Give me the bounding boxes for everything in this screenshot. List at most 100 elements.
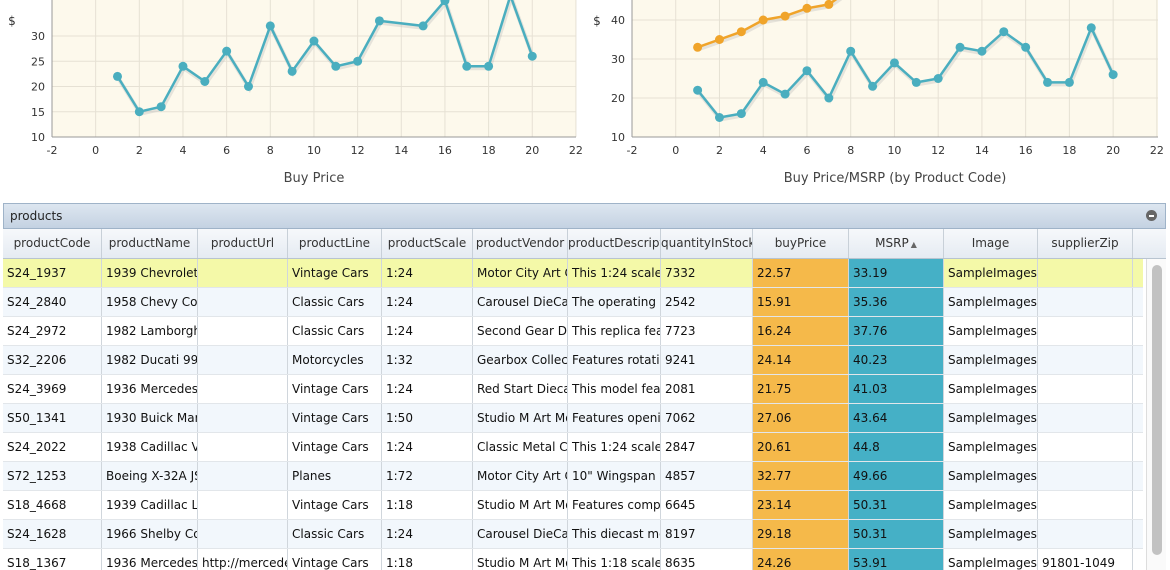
cell-productdescript[interactable]: This diecast mo [568, 520, 661, 548]
cell-producturl[interactable] [198, 346, 288, 374]
cell-productvendor[interactable]: Second Gear Die [473, 317, 568, 345]
cell-supplierzip[interactable] [1038, 259, 1133, 287]
cell-productdescript[interactable]: The operating p [568, 288, 661, 316]
cell-productname[interactable]: 1938 Cadillac V- [102, 433, 198, 461]
cell-producturl[interactable]: http://mercedes [198, 549, 288, 570]
column-header-productdescript[interactable]: productDescript [568, 229, 661, 258]
cell-buyprice[interactable]: 15.91 [753, 288, 849, 316]
cell-productname[interactable]: 1982 Ducati 996 [102, 346, 198, 374]
cell-productscale[interactable]: 1:24 [382, 288, 473, 316]
cell-supplierzip[interactable] [1038, 404, 1133, 432]
cell-productname[interactable]: 1936 Mercedes [102, 375, 198, 403]
cell-productscale[interactable]: 1:24 [382, 433, 473, 461]
cell-supplierzip[interactable] [1038, 346, 1133, 374]
cell-productcode[interactable]: S72_1253 [3, 462, 102, 490]
cell-msrp[interactable]: 49.66 [849, 462, 944, 490]
cell-msrp[interactable]: 33.19 [849, 259, 944, 287]
cell-productname[interactable]: 1936 Mercedes [102, 549, 198, 570]
cell-productvendor[interactable]: Carousel DieCas [473, 520, 568, 548]
table-row[interactable]: S72_1253 Boeing X-32A JS Planes 1:72 Motor C… [3, 462, 1143, 491]
cell-productscale[interactable]: 1:50 [382, 404, 473, 432]
cell-productname[interactable]: Boeing X-32A JS [102, 462, 198, 490]
cell-productvendor[interactable]: Classic Metal Cr [473, 433, 568, 461]
cell-supplierzip[interactable] [1038, 375, 1133, 403]
cell-producturl[interactable] [198, 317, 288, 345]
cell-producturl[interactable] [198, 404, 288, 432]
cell-productcode[interactable]: S24_2972 [3, 317, 102, 345]
cell-productdescript[interactable]: This 1:24 scale [568, 259, 661, 287]
cell-productline[interactable]: Vintage Cars [288, 549, 382, 570]
cell-productline[interactable]: Planes [288, 462, 382, 490]
cell-productname[interactable]: 1966 Shelby Col [102, 520, 198, 548]
table-row[interactable]: S24_2840 1958 Chevy Cor Classic Cars 1:24 Ca… [3, 288, 1143, 317]
column-header-productname[interactable]: productName [102, 229, 198, 258]
cell-msrp[interactable]: 43.64 [849, 404, 944, 432]
table-row[interactable]: S32_2206 1982 Ducati 996 Motorcycles 1:32 Ge… [3, 346, 1143, 375]
column-header-quantityinstock[interactable]: quantityInStock [661, 229, 753, 258]
cell-buyprice[interactable]: 27.06 [753, 404, 849, 432]
cell-productline[interactable]: Vintage Cars [288, 375, 382, 403]
cell-image[interactable]: SampleImages/c [944, 288, 1038, 316]
cell-quantityinstock[interactable]: 4857 [661, 462, 753, 490]
cell-image[interactable]: SampleImages/v [944, 375, 1038, 403]
cell-buyprice[interactable]: 29.18 [753, 520, 849, 548]
cell-productline[interactable]: Vintage Cars [288, 259, 382, 287]
cell-productscale[interactable]: 1:24 [382, 375, 473, 403]
cell-image[interactable]: SampleImages/r [944, 462, 1038, 490]
column-header-productline[interactable]: productLine [288, 229, 382, 258]
cell-supplierzip[interactable] [1038, 317, 1133, 345]
table-row[interactable]: S50_1341 1930 Buick Marc Vintage Cars 1:50 S… [3, 404, 1143, 433]
cell-quantityinstock[interactable]: 8197 [661, 520, 753, 548]
column-header-buyprice[interactable]: buyPrice [753, 229, 849, 258]
table-row[interactable]: S24_2972 1982 Lamborgh Classic Cars 1:24 Sec… [3, 317, 1143, 346]
cell-msrp[interactable]: 35.36 [849, 288, 944, 316]
cell-productscale[interactable]: 1:72 [382, 462, 473, 490]
cell-productdescript[interactable]: Features openin [568, 404, 661, 432]
cell-msrp[interactable]: 50.31 [849, 520, 944, 548]
column-header-msrp[interactable]: MSRP ▲ [849, 229, 944, 258]
cell-buyprice[interactable]: 22.57 [753, 259, 849, 287]
cell-image[interactable]: SampleImages/c [944, 317, 1038, 345]
cell-quantityinstock[interactable]: 7332 [661, 259, 753, 287]
cell-quantityinstock[interactable]: 2081 [661, 375, 753, 403]
cell-buyprice[interactable]: 32.77 [753, 462, 849, 490]
cell-productline[interactable]: Vintage Cars [288, 404, 382, 432]
scrollbar-thumb[interactable] [1152, 265, 1162, 555]
cell-productvendor[interactable]: Carousel DieCas [473, 288, 568, 316]
cell-productscale[interactable]: 1:18 [382, 549, 473, 570]
cell-productcode[interactable]: S24_2840 [3, 288, 102, 316]
cell-msrp[interactable]: 53.91 [849, 549, 944, 570]
cell-productdescript[interactable]: 10" Wingspan w [568, 462, 661, 490]
cell-productvendor[interactable]: Motor City Art C [473, 259, 568, 287]
table-row[interactable]: S24_2022 1938 Cadillac V- Vintage Cars 1:24… [3, 433, 1143, 462]
cell-producturl[interactable] [198, 462, 288, 490]
cell-productname[interactable]: 1939 Cadillac Li [102, 491, 198, 519]
cell-image[interactable]: SampleImages/r [944, 346, 1038, 374]
cell-productdescript[interactable]: This model feat [568, 375, 661, 403]
cell-buyprice[interactable]: 24.26 [753, 549, 849, 570]
cell-msrp[interactable]: 37.76 [849, 317, 944, 345]
table-row-selected[interactable]: S24_1937 1939 Chevrolet Vintage Cars 1:24 Mo… [3, 259, 1143, 288]
cell-supplierzip[interactable] [1038, 288, 1133, 316]
cell-supplierzip[interactable]: 91801-1049 [1038, 549, 1133, 570]
cell-producturl[interactable] [198, 375, 288, 403]
column-header-productscale[interactable]: productScale [382, 229, 473, 258]
cell-msrp[interactable]: 44.8 [849, 433, 944, 461]
cell-supplierzip[interactable] [1038, 491, 1133, 519]
cell-productvendor[interactable]: Studio M Art Mo [473, 404, 568, 432]
cell-producturl[interactable] [198, 259, 288, 287]
column-header-image[interactable]: Image [944, 229, 1038, 258]
cell-productcode[interactable]: S50_1341 [3, 404, 102, 432]
cell-productline[interactable]: Classic Cars [288, 520, 382, 548]
cell-image[interactable]: SampleImages/v [944, 491, 1038, 519]
cell-productline[interactable]: Motorcycles [288, 346, 382, 374]
cell-productcode[interactable]: S24_3969 [3, 375, 102, 403]
cell-quantityinstock[interactable]: 2542 [661, 288, 753, 316]
cell-productscale[interactable]: 1:18 [382, 491, 473, 519]
cell-productscale[interactable]: 1:24 [382, 259, 473, 287]
cell-productdescript[interactable]: This replica feat [568, 317, 661, 345]
cell-quantityinstock[interactable]: 7062 [661, 404, 753, 432]
cell-productname[interactable]: 1958 Chevy Cor [102, 288, 198, 316]
cell-quantityinstock[interactable]: 2847 [661, 433, 753, 461]
